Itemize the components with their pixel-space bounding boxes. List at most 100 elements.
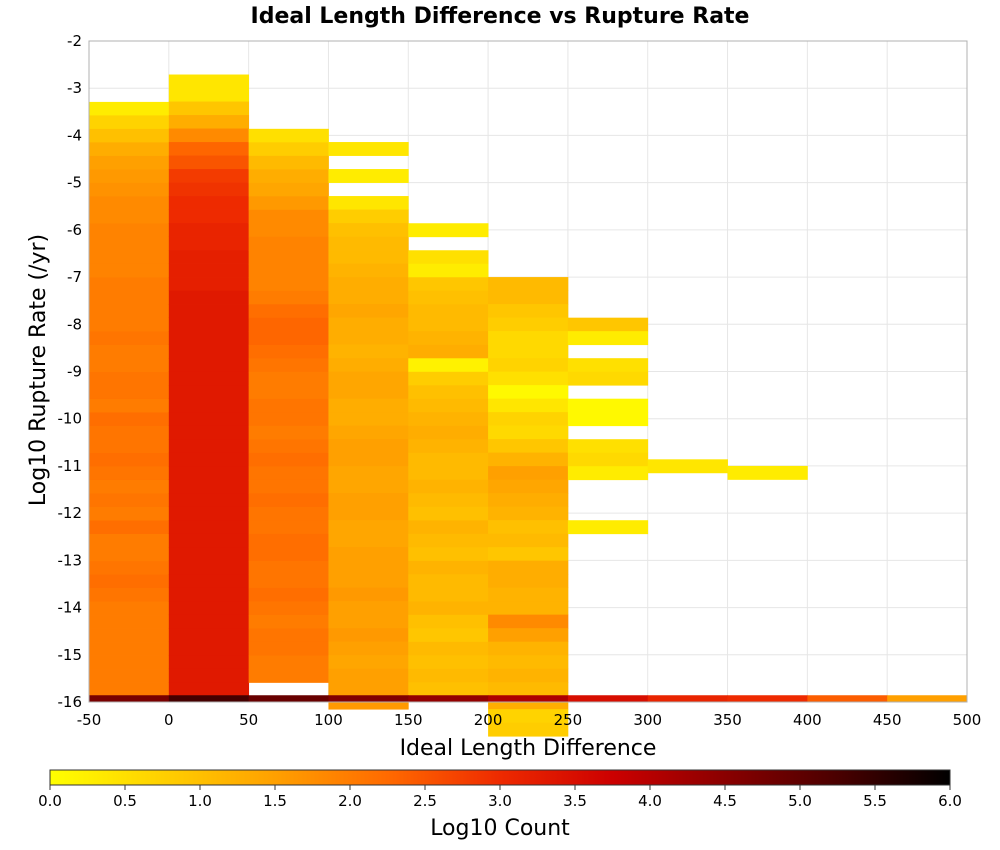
heatmap-cell xyxy=(168,209,250,224)
heatmap-cell xyxy=(328,695,409,703)
heatmap-cell xyxy=(488,628,569,643)
heatmap-cell xyxy=(168,385,250,400)
heatmap-cell xyxy=(248,520,329,535)
heatmap-cell xyxy=(168,196,250,210)
heatmap-cell xyxy=(328,277,409,291)
heatmap-cell xyxy=(408,250,489,265)
heatmap-cell xyxy=(408,277,489,292)
heatmap-cell xyxy=(328,466,409,481)
heatmap-cell xyxy=(89,196,170,211)
heatmap-cell xyxy=(248,439,329,454)
heatmap-cell xyxy=(567,358,649,373)
heatmap-cells xyxy=(89,74,968,737)
heatmap-cell xyxy=(488,547,569,562)
heatmap-cell xyxy=(328,479,409,494)
heatmap-cell xyxy=(248,547,329,562)
heatmap-cell xyxy=(89,507,170,521)
heatmap-cell xyxy=(408,371,489,386)
heatmap-cell xyxy=(89,669,170,683)
y-tick-label: -12 xyxy=(58,504,83,522)
x-tick-label: 50 xyxy=(239,711,258,729)
heatmap-cell xyxy=(248,614,329,629)
heatmap-cell xyxy=(89,479,170,494)
heatmap-cell xyxy=(248,250,329,265)
heatmap-cell xyxy=(408,223,489,238)
heatmap-cell xyxy=(248,452,329,467)
heatmap-cell xyxy=(168,668,250,683)
plot-frame xyxy=(88,40,968,703)
heatmap-cell xyxy=(89,155,170,170)
heatmap-cell xyxy=(408,493,489,508)
heatmap-cell xyxy=(408,520,489,535)
heatmap-cell xyxy=(328,290,409,305)
heatmap-cell xyxy=(488,479,569,494)
heatmap-cell xyxy=(408,385,489,400)
heatmap-cell xyxy=(89,466,170,481)
heatmap-cell xyxy=(248,236,329,251)
heatmap-cell xyxy=(567,520,649,535)
heatmap-cell xyxy=(408,344,489,359)
heatmap-cell xyxy=(328,331,409,345)
heatmap-cell xyxy=(328,601,409,616)
heatmap-cell xyxy=(567,695,649,703)
x-tick-label: 250 xyxy=(554,711,583,729)
heatmap-cell xyxy=(248,506,329,521)
heatmap-cell xyxy=(488,574,569,589)
heatmap-cell xyxy=(248,142,329,157)
heatmap-cell xyxy=(248,628,329,643)
heatmap-cell xyxy=(89,331,170,346)
heatmap-cell xyxy=(408,412,489,427)
heatmap-cell xyxy=(89,452,170,467)
heatmap-cell xyxy=(488,709,569,724)
colorbar-tick-label: 6.0 xyxy=(938,792,962,810)
heatmap-cell xyxy=(168,304,250,318)
heatmap-cell xyxy=(89,250,170,265)
heatmap-cell xyxy=(248,358,329,373)
heatmap-cell xyxy=(168,587,250,602)
heatmap-cell xyxy=(567,371,649,386)
heatmap-cell xyxy=(89,439,170,454)
colorbar-tick-label: 0.5 xyxy=(113,792,137,810)
heatmap-cell xyxy=(488,358,569,372)
heatmap-cell xyxy=(328,520,409,535)
heatmap-cell xyxy=(248,398,329,413)
heatmap-cell xyxy=(408,587,489,602)
heatmap-cell xyxy=(248,277,329,292)
heatmap-cell xyxy=(89,344,170,359)
heatmap-cell xyxy=(89,412,170,427)
heatmap-cell xyxy=(168,439,250,454)
x-tick-label: 500 xyxy=(953,711,982,729)
heatmap-cell xyxy=(328,209,409,224)
heatmap-cell xyxy=(248,169,329,184)
heatmap-cell xyxy=(168,263,250,278)
y-tick-label: -2 xyxy=(67,32,82,50)
heatmap-cell xyxy=(168,128,250,143)
heatmap-cell xyxy=(408,358,489,373)
x-tick-label: 450 xyxy=(873,711,902,729)
colorbar xyxy=(49,769,951,786)
heatmap-cell xyxy=(328,655,409,670)
heatmap-cell xyxy=(168,560,250,575)
heatmap-cell xyxy=(328,506,409,521)
x-tick-label: 150 xyxy=(394,711,423,729)
heatmap-cell xyxy=(89,655,170,670)
heatmap-cell xyxy=(168,169,250,183)
heatmap-cell xyxy=(488,398,569,413)
colorbar-tick-label: 2.0 xyxy=(338,792,362,810)
heatmap-cell xyxy=(328,668,409,683)
heatmap-cell xyxy=(168,466,250,481)
heatmap-cell xyxy=(248,493,329,508)
heatmap-cell xyxy=(89,398,170,413)
heatmap-cell xyxy=(168,155,250,170)
heatmap-cell xyxy=(89,263,170,278)
heatmap-cell xyxy=(168,614,250,629)
heatmap-cell xyxy=(328,412,409,427)
heatmap-cell xyxy=(488,506,569,521)
x-tick-label: 200 xyxy=(474,711,503,729)
chart-title: Ideal Length Difference vs Rupture Rate xyxy=(251,4,750,29)
heatmap-cell xyxy=(488,452,569,467)
y-tick-label: -4 xyxy=(67,126,82,144)
heatmap-cell xyxy=(248,560,329,575)
heatmap-cell xyxy=(168,425,250,440)
